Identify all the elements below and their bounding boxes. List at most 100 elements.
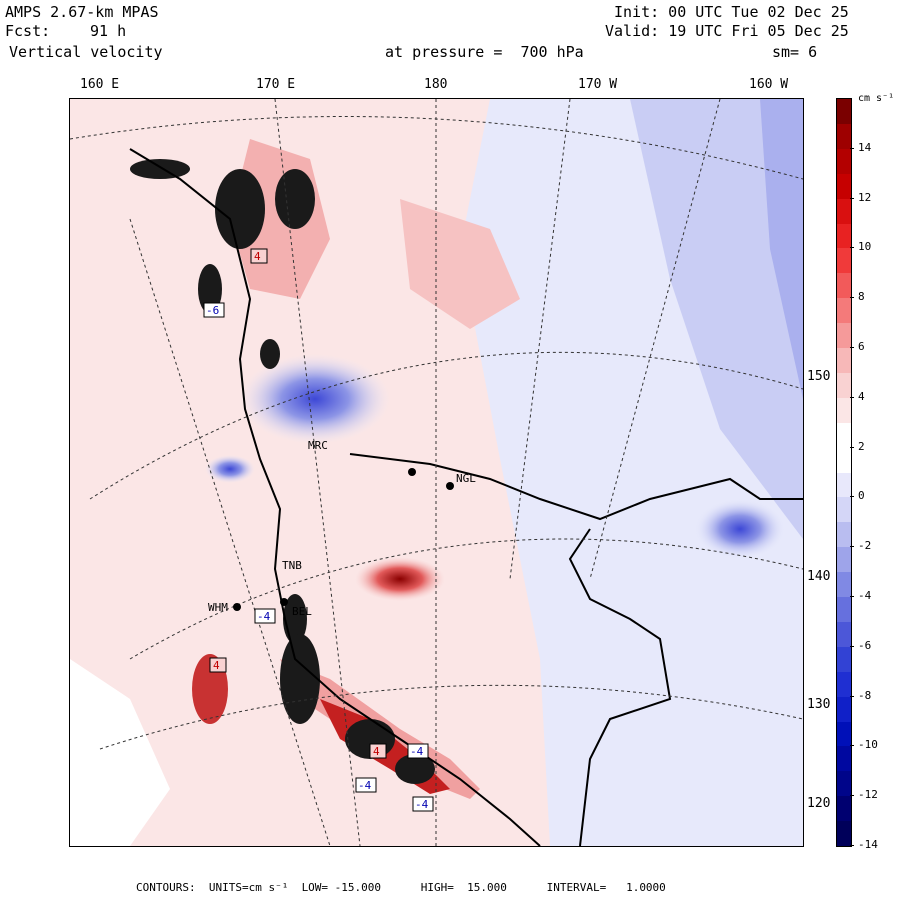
box-max-3: 4 xyxy=(373,745,380,758)
colorbar-segment xyxy=(837,372,851,399)
lon-label-170e: 170 E xyxy=(256,77,296,92)
colorbar-tick-label: 8 xyxy=(858,290,865,304)
coastline-east xyxy=(568,528,672,846)
colorbar-tick-label: -8 xyxy=(858,688,872,702)
colorbar-tick xyxy=(850,645,854,647)
colorbar-tick xyxy=(850,695,854,697)
white-region-southwest xyxy=(70,659,170,846)
colorbar-segment xyxy=(837,223,851,249)
station-tnb: TNB xyxy=(282,559,302,572)
colorbar-segment xyxy=(837,721,851,747)
colorbar-segment xyxy=(837,597,851,623)
lon-label-170w: 170 W xyxy=(578,77,618,92)
colorbar-tick xyxy=(850,396,854,398)
colorbar-tick xyxy=(850,795,854,797)
colorbar-segment xyxy=(837,796,851,822)
colorbar-tick xyxy=(850,496,854,498)
colorbar-segment xyxy=(837,572,851,598)
colorbar-units: cm s⁻¹ xyxy=(858,93,895,104)
colorbar-segment xyxy=(837,323,851,349)
colorbar-tick-label: -14 xyxy=(858,838,878,851)
map-field-svg: NGL TNB WHM BEL MRC 4 -6 -4 4 -4 4 -4 -4 xyxy=(70,99,803,846)
box-min-5: -4 xyxy=(410,745,424,758)
box-min-3: -4 xyxy=(358,779,372,792)
model-title: AMPS 2.67-km MPAS xyxy=(5,3,159,21)
colorbar-tick-label: -10 xyxy=(858,738,878,752)
colorbar-tick xyxy=(850,745,854,747)
colorbar-segment xyxy=(837,348,851,374)
colorbar-tick xyxy=(850,147,854,149)
extreme-boxes: 4 -6 -4 4 -4 4 -4 -4 xyxy=(203,248,434,812)
station-ngl-marker xyxy=(446,482,454,490)
colorbar-tick-label: 4 xyxy=(858,389,865,403)
box-min-4: -4 xyxy=(415,798,429,811)
colorbar xyxy=(836,98,852,847)
station-mrc: MRC xyxy=(308,439,328,452)
colorbar-segment xyxy=(837,497,851,523)
colorbar-tick-label: 14 xyxy=(858,140,872,154)
station-whm: WHM xyxy=(208,601,228,614)
colorbar-segment xyxy=(837,746,851,772)
smoothing: sm= 6 xyxy=(772,43,818,61)
colorbar-tick xyxy=(850,347,854,348)
colorbar-tick-label: -12 xyxy=(858,788,878,802)
colorbar-tick xyxy=(850,297,854,299)
red-patch-central xyxy=(400,199,520,329)
colorbar-segment xyxy=(837,771,851,797)
colorbar-segment xyxy=(837,298,851,324)
pressure-level: at pressure = 700 hPa xyxy=(385,43,584,61)
colorbar-segment xyxy=(837,123,851,150)
box-min-1: -6 xyxy=(206,304,219,317)
graticule xyxy=(70,99,803,846)
colorbar-segment xyxy=(837,696,851,722)
colorbar-segment xyxy=(837,547,851,573)
lon-label-160e: 160 E xyxy=(80,77,120,92)
colorbar-tick xyxy=(850,247,854,249)
init-time: Init: 00 UTC Tue 02 Dec 25 xyxy=(614,3,849,21)
colorbar-segment xyxy=(837,99,851,125)
box-max-2: 4 xyxy=(213,659,220,672)
blue-field-edge xyxy=(760,99,803,399)
colorbar-tick xyxy=(850,845,854,846)
colorbar-segment xyxy=(837,522,851,548)
forecast-hours: 91 h xyxy=(90,22,127,40)
colorbar-tick-label: -2 xyxy=(858,539,872,553)
colorbar-tick xyxy=(850,446,854,448)
blue-low-center xyxy=(240,354,390,444)
colorbar-tick-label: 0 xyxy=(858,489,865,503)
colorbar-segment xyxy=(837,646,851,673)
box-max-1: 4 xyxy=(254,250,261,263)
colorbar-segment xyxy=(837,821,851,847)
colorbar-segment xyxy=(837,273,851,299)
field-name: Vertical velocity xyxy=(9,43,163,61)
blue-low-east xyxy=(695,499,785,559)
colorbar-tick-label: 6 xyxy=(858,340,865,353)
colorbar-tick-label: 2 xyxy=(858,439,865,453)
forecast-label: Fcst: xyxy=(5,22,51,40)
colorbar-tick xyxy=(850,546,854,548)
colorbar-tick-label: 12 xyxy=(858,190,872,204)
valid-time: Valid: 19 UTC Fri 05 Dec 25 xyxy=(605,22,849,40)
colorbar-segment xyxy=(837,447,851,473)
colorbar-segment xyxy=(837,422,851,449)
colorbar-tick xyxy=(850,596,854,597)
coastline-west xyxy=(129,148,541,846)
lon-label-180: 180 xyxy=(424,77,448,92)
colorbar-segment xyxy=(837,472,851,498)
station-whm-marker xyxy=(233,603,241,611)
colorbar-segment xyxy=(837,173,851,200)
ice-shelf-edge xyxy=(349,453,803,521)
contour-info: CONTOURS: UNITS=cm s⁻¹ LOW= -15.000 HIGH… xyxy=(136,881,666,894)
station-mrc-marker xyxy=(408,468,416,476)
colorbar-segment xyxy=(837,397,851,424)
colorbar-segment xyxy=(837,148,851,175)
station-ngl: NGL xyxy=(456,472,476,485)
colorbar-segment xyxy=(837,621,851,648)
box-min-2: -4 xyxy=(257,610,271,623)
red-blob-center xyxy=(355,557,445,601)
station-tnb-marker xyxy=(280,598,288,606)
colorbar-segment xyxy=(837,248,851,274)
blue-field-northeast xyxy=(630,99,803,539)
blue-low-west xyxy=(205,455,255,483)
station-bel: BEL xyxy=(292,605,312,618)
